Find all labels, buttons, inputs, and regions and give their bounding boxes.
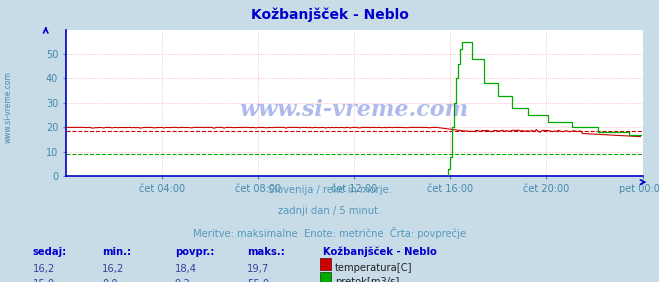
Text: temperatura[C]: temperatura[C] bbox=[335, 263, 413, 273]
Text: maks.:: maks.: bbox=[247, 247, 285, 257]
Text: Kožbanjšček - Neblo: Kožbanjšček - Neblo bbox=[323, 247, 437, 257]
Text: Meritve: maksimalne  Enote: metrične  Črta: povprečje: Meritve: maksimalne Enote: metrične Črta… bbox=[193, 227, 466, 239]
Text: pretok[m3/s]: pretok[m3/s] bbox=[335, 277, 399, 282]
Text: 19,7: 19,7 bbox=[247, 264, 270, 274]
Text: 55,0: 55,0 bbox=[247, 279, 270, 282]
Text: zadnji dan / 5 minut.: zadnji dan / 5 minut. bbox=[278, 206, 381, 216]
Text: Slovenija / reke in morje.: Slovenija / reke in morje. bbox=[268, 185, 391, 195]
Text: povpr.:: povpr.: bbox=[175, 247, 214, 257]
Text: www.si-vreme.com: www.si-vreme.com bbox=[3, 71, 13, 143]
Text: 9,2: 9,2 bbox=[175, 279, 190, 282]
Text: min.:: min.: bbox=[102, 247, 131, 257]
Text: 16,2: 16,2 bbox=[33, 264, 55, 274]
Text: 0,0: 0,0 bbox=[102, 279, 118, 282]
Text: www.si-vreme.com: www.si-vreme.com bbox=[240, 99, 469, 121]
Text: 16,2: 16,2 bbox=[102, 264, 125, 274]
Text: sedaj:: sedaj: bbox=[33, 247, 67, 257]
Text: Kožbanjšček - Neblo: Kožbanjšček - Neblo bbox=[250, 7, 409, 21]
Text: 15,0: 15,0 bbox=[33, 279, 55, 282]
Text: 18,4: 18,4 bbox=[175, 264, 196, 274]
